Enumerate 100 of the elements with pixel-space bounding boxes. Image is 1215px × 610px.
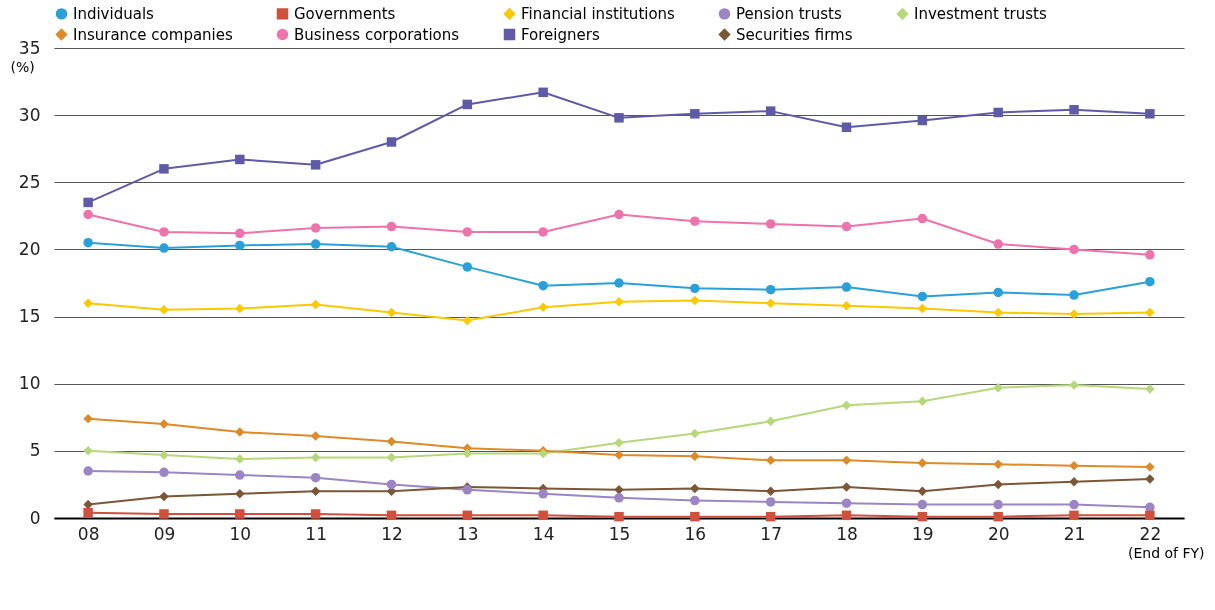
y-tick-label: 5 xyxy=(29,440,41,461)
legend-label: Individuals xyxy=(73,4,155,23)
y-tick-label: 35 xyxy=(18,37,41,58)
point xyxy=(386,510,397,521)
legend-label: Foreigners xyxy=(521,25,600,44)
point xyxy=(1145,510,1155,521)
point xyxy=(690,451,700,461)
y-tick-label: 20 xyxy=(18,238,41,259)
point xyxy=(690,428,700,439)
point xyxy=(538,510,548,521)
point xyxy=(1145,307,1155,318)
point xyxy=(83,507,93,518)
point xyxy=(917,303,928,314)
point xyxy=(83,209,93,220)
point xyxy=(310,509,321,519)
point xyxy=(386,479,397,490)
point xyxy=(614,511,624,522)
point xyxy=(993,511,1003,522)
point xyxy=(1069,460,1079,471)
x-tick-label: 14 xyxy=(532,523,555,544)
x-tick-label: 10 xyxy=(229,523,252,544)
point xyxy=(765,284,776,295)
point xyxy=(538,302,548,312)
point xyxy=(159,164,169,174)
point xyxy=(310,239,321,249)
x-tick-label: 20 xyxy=(987,523,1010,544)
point xyxy=(235,489,245,499)
point xyxy=(765,511,776,522)
point xyxy=(1069,499,1079,510)
point xyxy=(614,278,624,288)
point xyxy=(917,486,928,496)
point xyxy=(993,307,1003,318)
point xyxy=(310,431,321,441)
point xyxy=(614,113,624,123)
x-tick-label: 16 xyxy=(684,523,707,544)
point xyxy=(690,216,700,226)
point xyxy=(690,483,700,494)
point xyxy=(765,106,776,116)
legend-label: Securities firms xyxy=(736,25,853,44)
point xyxy=(538,280,548,291)
point xyxy=(386,452,397,463)
x-tick-label: 18 xyxy=(836,523,858,544)
point xyxy=(462,262,473,272)
point xyxy=(235,240,245,251)
point xyxy=(917,511,928,522)
point xyxy=(614,493,624,503)
y-tick-label: 25 xyxy=(18,171,41,192)
point xyxy=(235,228,245,239)
point xyxy=(83,466,93,476)
point xyxy=(917,499,928,510)
point xyxy=(310,160,321,170)
x-tick-label: 11 xyxy=(305,523,327,544)
point xyxy=(765,455,776,465)
point xyxy=(462,448,473,459)
x-tick-label: 12 xyxy=(381,523,403,544)
point xyxy=(841,498,852,508)
point xyxy=(690,511,700,522)
point xyxy=(993,239,1003,249)
point xyxy=(159,467,169,478)
legend-label: Investment trusts xyxy=(914,4,1047,23)
point xyxy=(841,221,852,232)
point xyxy=(993,383,1003,393)
point xyxy=(993,287,1003,298)
x-tick-label: 22 xyxy=(1139,523,1162,544)
point xyxy=(765,416,776,427)
point xyxy=(310,472,321,483)
point xyxy=(841,400,852,410)
point xyxy=(386,307,397,318)
x-tick-label: 19 xyxy=(912,523,934,544)
point xyxy=(538,227,548,237)
point xyxy=(310,452,321,463)
point xyxy=(917,396,928,406)
point xyxy=(993,479,1003,490)
point xyxy=(690,495,700,506)
point xyxy=(83,197,93,208)
y-tick-label: 10 xyxy=(18,373,41,394)
point xyxy=(841,510,852,521)
y-axis-title: (%) xyxy=(10,58,35,75)
point xyxy=(765,486,776,496)
point xyxy=(462,315,473,326)
point xyxy=(1145,109,1155,119)
y-tick-label: 15 xyxy=(18,306,41,327)
point xyxy=(538,489,548,499)
point xyxy=(993,459,1003,470)
point xyxy=(1069,477,1079,487)
point xyxy=(1145,276,1155,287)
x-tick-label: 21 xyxy=(1063,523,1086,544)
point xyxy=(690,295,700,306)
point xyxy=(993,107,1003,118)
point xyxy=(765,298,776,308)
point xyxy=(310,223,321,233)
point xyxy=(83,446,93,456)
point xyxy=(1069,105,1079,115)
point xyxy=(235,303,245,314)
point xyxy=(83,413,93,424)
point xyxy=(386,242,397,252)
legend-label: Insurance companies xyxy=(73,25,234,44)
legend-label: Business corporations xyxy=(294,25,460,44)
point xyxy=(462,227,473,237)
point xyxy=(917,115,928,126)
